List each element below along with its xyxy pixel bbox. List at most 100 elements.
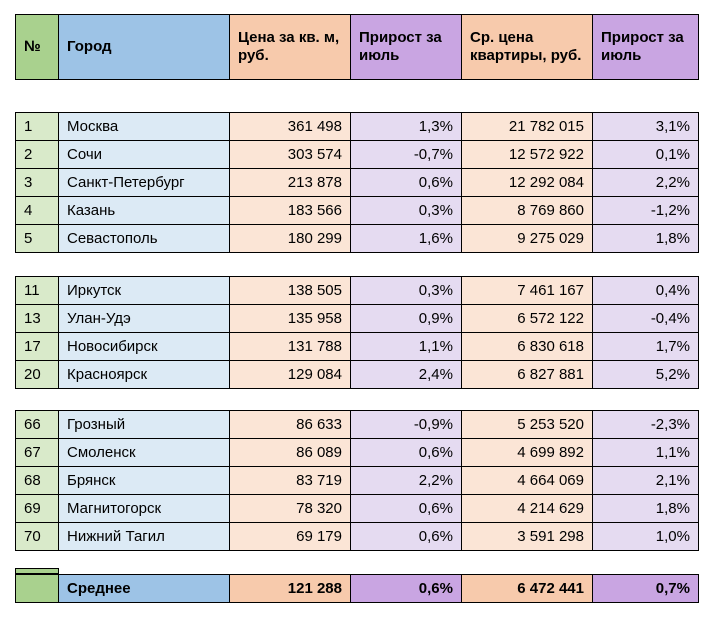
cell-growth-july: 0,3% (351, 197, 461, 224)
header-cell-rank: № (16, 15, 58, 79)
cell-price-per-sqm: 78 320 (230, 495, 350, 522)
cell-growth-july-2: 1,8% (593, 225, 698, 252)
cell-growth-july-2: 0,4% (593, 277, 698, 304)
cell-growth-july: 0,3% (351, 277, 461, 304)
cell-rank: 13 (16, 305, 58, 332)
cell-growth-july: 2,4% (351, 361, 461, 388)
summary-cell-avg-price: 6 472 441 (462, 575, 592, 602)
cell-price-per-sqm: 86 089 (230, 439, 350, 466)
cell-avg-apartment-price: 6 830 618 (462, 333, 592, 360)
cell-city: Красноярск (59, 361, 229, 388)
cell-city: Иркутск (59, 277, 229, 304)
summary-cell-price-per-sqm: 121 288 (230, 575, 350, 602)
cell-avg-apartment-price: 4 664 069 (462, 467, 592, 494)
cell-growth-july: 1,1% (351, 333, 461, 360)
cell-rank: 17 (16, 333, 58, 360)
cell-rank: 4 (16, 197, 58, 224)
cell-price-per-sqm: 129 084 (230, 361, 350, 388)
cell-price-per-sqm: 180 299 (230, 225, 350, 252)
cell-growth-july: 0,9% (351, 305, 461, 332)
header-cell-price-per-sqm: Цена за кв. м, руб. (230, 15, 350, 79)
cell-rank: 5 (16, 225, 58, 252)
cell-growth-july-2: 2,1% (593, 467, 698, 494)
cell-city: Магнитогорск (59, 495, 229, 522)
cell-city: Санкт-Петербург (59, 169, 229, 196)
table-group-bottom-cities: 66 Грозный 86 633 -0,9% 5 253 520 -2,3% 67 Смол… (15, 410, 699, 551)
cell-growth-july-2: -0,4% (593, 305, 698, 332)
cell-growth-july-2: 3,1% (593, 113, 698, 140)
cell-city: Москва (59, 113, 229, 140)
cell-price-per-sqm: 83 719 (230, 467, 350, 494)
cell-city: Брянск (59, 467, 229, 494)
collapsed-row-strip (15, 568, 59, 574)
cell-avg-apartment-price: 4 699 892 (462, 439, 592, 466)
cell-growth-july: -0,7% (351, 141, 461, 168)
cell-price-per-sqm: 86 633 (230, 411, 350, 438)
cell-avg-apartment-price: 12 292 084 (462, 169, 592, 196)
cell-price-per-sqm: 213 878 (230, 169, 350, 196)
cell-growth-july-2: 5,2% (593, 361, 698, 388)
cell-avg-apartment-price: 9 275 029 (462, 225, 592, 252)
cell-growth-july-2: 2,2% (593, 169, 698, 196)
header-cell-growth-july: Прирост за июль (351, 15, 461, 79)
cell-rank: 2 (16, 141, 58, 168)
cell-growth-july: -0,9% (351, 411, 461, 438)
cell-growth-july-2: 1,0% (593, 523, 698, 550)
real-estate-price-table: № Город Цена за кв. м, руб. Прирост за и… (15, 14, 699, 603)
summary-row: Среднее 121 288 0,6% 6 472 441 0,7% (15, 574, 699, 603)
cell-growth-july: 0,6% (351, 523, 461, 550)
table-header-row: № Город Цена за кв. м, руб. Прирост за и… (15, 14, 699, 80)
cell-growth-july-2: 1,1% (593, 439, 698, 466)
cell-city: Смоленск (59, 439, 229, 466)
cell-growth-july-2: -2,3% (593, 411, 698, 438)
cell-city: Грозный (59, 411, 229, 438)
cell-city: Казань (59, 197, 229, 224)
cell-price-per-sqm: 135 958 (230, 305, 350, 332)
cell-price-per-sqm: 303 574 (230, 141, 350, 168)
cell-growth-july-2: 1,7% (593, 333, 698, 360)
table-group-middle-cities: 11 Иркутск 138 505 0,3% 7 461 167 0,4% 13 Улан-… (15, 276, 699, 389)
summary-cell-growth-july-2: 0,7% (593, 575, 698, 602)
cell-rank: 70 (16, 523, 58, 550)
cell-growth-july: 2,2% (351, 467, 461, 494)
cell-price-per-sqm: 138 505 (230, 277, 350, 304)
cell-avg-apartment-price: 6 572 122 (462, 305, 592, 332)
summary-cell-label: Среднее (59, 575, 229, 602)
cell-growth-july: 0,6% (351, 495, 461, 522)
cell-rank: 68 (16, 467, 58, 494)
cell-avg-apartment-price: 21 782 015 (462, 113, 592, 140)
cell-growth-july-2: 1,8% (593, 495, 698, 522)
summary-cell-growth-july: 0,6% (351, 575, 461, 602)
cell-growth-july-2: 0,1% (593, 141, 698, 168)
cell-avg-apartment-price: 12 572 922 (462, 141, 592, 168)
header-cell-city: Город (59, 15, 229, 79)
cell-growth-july: 0,6% (351, 439, 461, 466)
cell-city: Нижний Тагил (59, 523, 229, 550)
cell-growth-july-2: -1,2% (593, 197, 698, 224)
cell-rank: 66 (16, 411, 58, 438)
cell-rank: 1 (16, 113, 58, 140)
cell-price-per-sqm: 361 498 (230, 113, 350, 140)
cell-growth-july: 1,3% (351, 113, 461, 140)
cell-avg-apartment-price: 6 827 881 (462, 361, 592, 388)
cell-rank: 3 (16, 169, 58, 196)
cell-price-per-sqm: 69 179 (230, 523, 350, 550)
cell-growth-july: 0,6% (351, 169, 461, 196)
cell-growth-july: 1,6% (351, 225, 461, 252)
cell-city: Улан-Удэ (59, 305, 229, 332)
cell-avg-apartment-price: 5 253 520 (462, 411, 592, 438)
cell-city: Сочи (59, 141, 229, 168)
cell-rank: 67 (16, 439, 58, 466)
cell-price-per-sqm: 183 566 (230, 197, 350, 224)
summary-cell-rank-empty (16, 575, 58, 602)
cell-city: Новосибирск (59, 333, 229, 360)
cell-avg-apartment-price: 4 214 629 (462, 495, 592, 522)
cell-rank: 11 (16, 277, 58, 304)
cell-price-per-sqm: 131 788 (230, 333, 350, 360)
cell-avg-apartment-price: 8 769 860 (462, 197, 592, 224)
header-cell-growth-july-2: Прирост за июль (593, 15, 698, 79)
cell-city: Севастополь (59, 225, 229, 252)
cell-avg-apartment-price: 3 591 298 (462, 523, 592, 550)
cell-rank: 69 (16, 495, 58, 522)
cell-rank: 20 (16, 361, 58, 388)
